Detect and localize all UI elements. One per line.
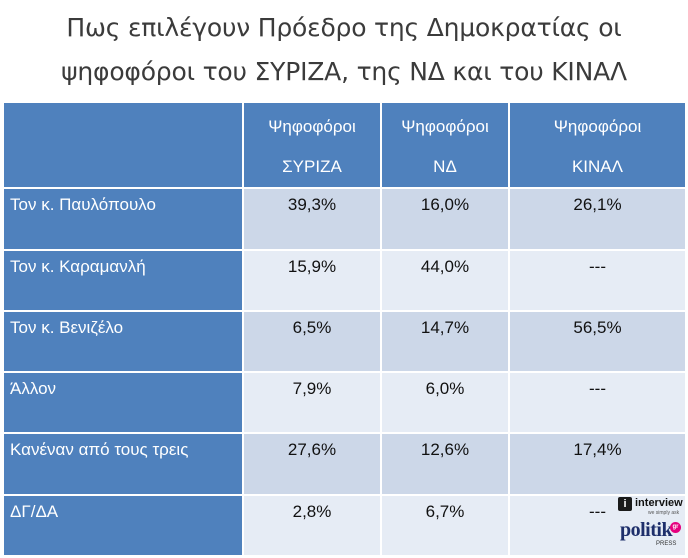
table-cell: 56,5% xyxy=(508,309,687,374)
table-cell: 2,8% xyxy=(242,493,382,558)
interview-icon: i xyxy=(618,497,632,511)
row-label: Τον κ. Βενιζέλο xyxy=(2,309,244,374)
logo-interview-text: interview xyxy=(635,497,683,509)
logo-press-text: PRESS xyxy=(656,541,677,547)
table-row: Τον κ. Βενιζέλο 6,5% 14,7% 56,5% xyxy=(2,309,687,374)
table-cell: 6,5% xyxy=(242,309,382,374)
title-line-2: ψηφοφόροι του ΣΥΡΙΖΑ, της ΝΔ και του ΚΙΝ… xyxy=(61,57,627,86)
logo-badge: gr xyxy=(670,522,681,533)
table-cell: 12,6% xyxy=(380,432,510,496)
row-label: Τον κ. Καραμανλή xyxy=(2,248,244,312)
table-row: ΔΓ/ΔΑ 2,8% 6,7% --- xyxy=(2,493,687,558)
table-row: Κανέναν από τους τρεις 27,6% 12,6% 17,4% xyxy=(2,432,687,496)
table-cell: --- xyxy=(508,248,687,312)
logo-politik-text: politik xyxy=(620,519,673,541)
column-header-kinal: Ψηφοφόροι ΚΙΝΑΛ xyxy=(508,100,687,190)
table-cell: 16,0% xyxy=(380,187,510,251)
table-row: Άλλον 7,9% 6,0% --- xyxy=(2,371,687,435)
table-cell: 26,1% xyxy=(508,187,687,251)
table-cell: 14,7% xyxy=(380,309,510,374)
table-row: Τον κ. Καραμανλή 15,9% 44,0% --- xyxy=(2,248,687,312)
row-label: Άλλον xyxy=(2,371,244,435)
row-label: Κανέναν από τους τρεις xyxy=(2,432,244,496)
column-header-line2: ΝΔ xyxy=(433,157,457,176)
table-cell: 15,9% xyxy=(242,248,382,312)
table-cell: 39,3% xyxy=(242,187,382,251)
chart-title: Πως επιλέγουν Πρόεδρο της Δημοκρατίας οι… xyxy=(0,6,688,94)
logo-tagline: we simply ask xyxy=(648,510,680,516)
column-header-nd: Ψηφοφόροι ΝΔ xyxy=(380,100,510,190)
table-cell: 27,6% xyxy=(242,432,382,496)
row-label: Τον κ. Παυλόπουλο xyxy=(2,187,244,251)
column-header-line2: ΣΥΡΙΖΑ xyxy=(282,157,342,176)
column-header-line1: Ψηφοφόροι xyxy=(268,117,356,136)
table-cell: 6,7% xyxy=(380,493,510,558)
column-header-line1: Ψηφοφόροι xyxy=(401,117,489,136)
column-header-line1: Ψηφοφόροι xyxy=(553,117,642,136)
poll-table: Ψηφοφόροι ΣΥΡΙΖΑ Ψηφοφόροι ΝΔ Ψηφοφόροι … xyxy=(2,100,687,558)
table-cell: 17,4% xyxy=(508,432,687,496)
column-header-line2: ΚΙΝΑΛ xyxy=(571,157,624,176)
header-corner-cell xyxy=(2,100,244,190)
table-cell: 7,9% xyxy=(242,371,382,435)
row-label: ΔΓ/ΔΑ xyxy=(2,493,244,558)
table-cell: --- xyxy=(508,371,687,435)
column-header-syriza: Ψηφοφόροι ΣΥΡΙΖΑ xyxy=(242,100,382,190)
table-row: Τον κ. Παυλόπουλο 39,3% 16,0% 26,1% xyxy=(2,187,687,251)
table-cell: 44,0% xyxy=(380,248,510,312)
title-line-1: Πως επιλέγουν Πρόεδρο της Δημοκρατίας οι xyxy=(66,13,622,42)
table-cell: --- xyxy=(508,493,687,558)
interview-politik-logo: i interview we simply ask politik gr PRE… xyxy=(612,497,688,557)
table-cell: 6,0% xyxy=(380,371,510,435)
table-header-row: Ψηφοφόροι ΣΥΡΙΖΑ Ψηφοφόροι ΝΔ Ψηφοφόροι … xyxy=(2,100,687,190)
